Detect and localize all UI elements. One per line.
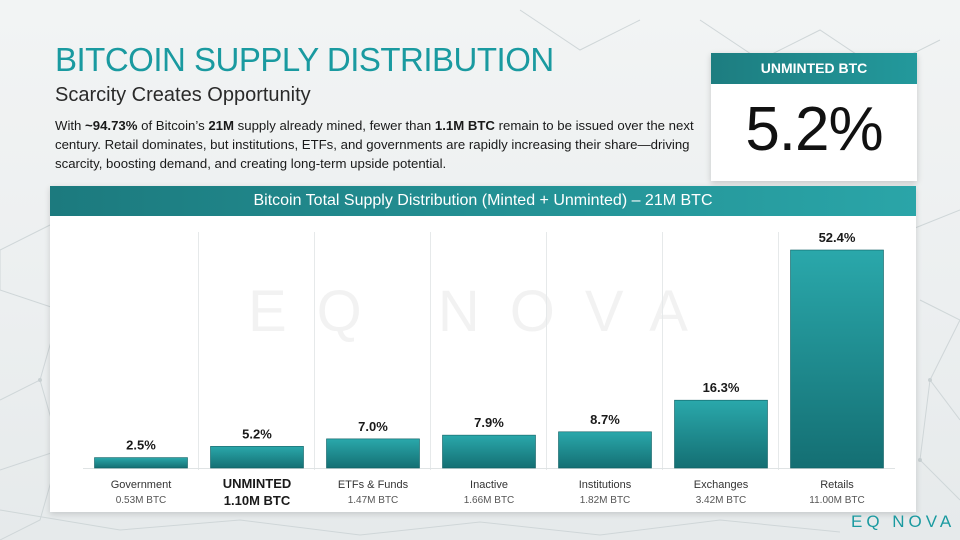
kpi-label: UNMINTED BTC	[711, 53, 917, 84]
category-label: Government	[111, 479, 172, 491]
data-label: 7.9%	[474, 415, 504, 430]
page-title: BITCOIN SUPPLY DISTRIBUTION	[55, 41, 554, 78]
desc-part-4: remain to be issued over the next centur…	[55, 118, 694, 171]
chart-title: Bitcoin Total Supply Distribution (Minte…	[50, 186, 916, 216]
desc-part-2: of Bitcoin’s	[137, 118, 209, 133]
data-label: 2.5%	[126, 438, 156, 453]
bar-government	[94, 457, 188, 469]
eq-nova-logo: EQ NOVA	[851, 512, 956, 531]
category-sublabel: 11.00M BTC	[809, 495, 864, 506]
kpi-value: 5.2%	[745, 95, 883, 164]
chart-panel: Bitcoin Total Supply Distribution (Minte…	[50, 186, 916, 512]
category-sublabel: 1.47M BTC	[348, 495, 399, 506]
bar-exchanges	[674, 399, 768, 469]
bar-unminted	[210, 446, 304, 469]
data-label: 8.7%	[590, 412, 620, 427]
watermark-text: EQ NOVA	[248, 279, 718, 344]
desc-part-3: supply already mined, fewer than	[234, 118, 435, 133]
bar-inactive	[442, 434, 536, 469]
bar-retails	[790, 249, 884, 469]
description-text: With ~94.73% of Bitcoin’s 21M supply alr…	[55, 116, 695, 173]
bar-etfs-funds	[326, 438, 420, 469]
data-label: 5.2%	[242, 426, 272, 441]
category-label: Institutions	[579, 479, 632, 491]
bar-chart: EQ NOVA 2.5% Government 0.53M BTC 5.2% UNMIN…	[83, 230, 895, 508]
category-label: UNMINTED	[223, 476, 292, 491]
data-label: 7.0%	[358, 419, 388, 434]
category-label: Exchanges	[694, 479, 749, 491]
unminted-kpi-card: UNMINTED BTC 5.2%	[711, 53, 917, 181]
desc-part-1: With	[55, 118, 86, 133]
category-sublabel: 1.10M BTC	[224, 493, 291, 508]
data-label: 52.4%	[819, 230, 856, 245]
category-sublabel: 1.82M BTC	[580, 495, 631, 506]
category-label: Inactive	[470, 479, 508, 491]
bar-institutions	[558, 431, 652, 469]
category-label: Retails	[820, 479, 854, 491]
page-subtitle: Scarcity Creates Opportunity	[55, 84, 311, 106]
data-label: 16.3%	[703, 380, 740, 395]
category-sublabel: 1.66M BTC	[464, 495, 515, 506]
desc-total-supply: 21M	[208, 118, 234, 133]
category-label: ETFs & Funds	[338, 479, 409, 491]
desc-remaining-btc: 1.1M BTC	[434, 118, 495, 133]
category-sublabel: 3.42M BTC	[696, 495, 747, 506]
category-sublabel: 0.53M BTC	[116, 495, 167, 506]
desc-mined-percent: ~94.73%	[85, 118, 138, 133]
